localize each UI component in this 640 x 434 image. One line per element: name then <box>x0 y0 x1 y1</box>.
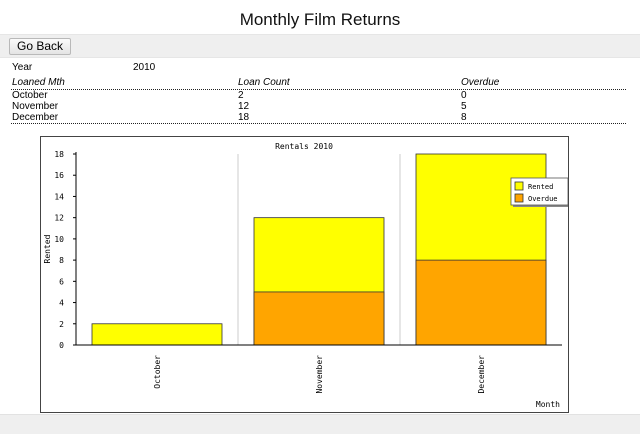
bar-rented-october <box>91 323 223 346</box>
header-divider <box>11 89 626 90</box>
cell-month: November <box>12 101 59 112</box>
page-title: Monthly Film Returns <box>239 10 401 29</box>
cell-overdue: 0 <box>461 90 467 101</box>
cell-count: 18 <box>238 112 250 123</box>
y-tick-label: 0 <box>59 341 64 350</box>
y-tick-label: 12 <box>54 214 64 223</box>
x-axis-label: Month <box>536 400 560 409</box>
y-tick-label: 16 <box>54 171 64 180</box>
cell-count: 12 <box>238 101 250 112</box>
cell-month: October <box>12 90 48 101</box>
legend-label-overdue: Overdue <box>528 195 558 203</box>
x-tick-label: December <box>477 355 486 394</box>
y-axis-label: Rented <box>43 234 52 263</box>
go-back-button[interactable]: Go Back <box>9 38 72 55</box>
cell-count: 2 <box>238 90 244 101</box>
x-tick-label: October <box>153 355 162 389</box>
cell-month: December <box>12 112 59 123</box>
year-value: 2010 <box>133 62 156 73</box>
chart-legend: Rented Overdue <box>510 177 570 207</box>
table-header: Loaned Mth Loan Count Overdue <box>0 77 640 89</box>
y-tick-label: 14 <box>54 192 64 201</box>
y-tick-label: 2 <box>59 320 64 329</box>
x-tick-label: November <box>315 355 324 394</box>
table-row: November 12 5 <box>0 101 640 112</box>
header-overdue: Overdue <box>461 77 500 88</box>
table-row: October 2 0 <box>0 90 640 101</box>
header-loan-count: Loan Count <box>238 77 290 88</box>
legend-swatch-overdue <box>514 193 524 203</box>
grid-lines <box>237 154 401 345</box>
table-row: December 18 8 <box>0 112 640 123</box>
footer-divider <box>11 123 626 124</box>
rentals-chart-svg: Rentals 2010 Rented Month October Novembe… <box>43 142 570 409</box>
y-tick-label: 4 <box>59 299 64 308</box>
rentals-chart: Rentals 2010 Rented Month October Novembe… <box>40 136 570 413</box>
toolbar: Go Back <box>0 34 640 58</box>
axes: October November December 0 2 4 6 8 10 12 14 16 18 <box>54 150 562 394</box>
header-loaned-month: Loaned Mth <box>12 77 65 88</box>
y-tick-label: 8 <box>59 256 64 265</box>
footer-bar <box>0 414 640 434</box>
cell-overdue: 8 <box>461 112 467 123</box>
cell-overdue: 5 <box>461 101 467 112</box>
legend-label-rented: Rented <box>528 183 553 191</box>
bar-overdue-december <box>415 259 547 346</box>
chart-title: Rentals 2010 <box>275 142 333 151</box>
bar-overdue-november <box>253 291 385 346</box>
bars <box>91 153 547 346</box>
year-row: Year 2010 <box>0 62 640 74</box>
y-tick-label: 6 <box>59 277 64 286</box>
year-label: Year <box>12 62 33 73</box>
y-tick-label: 18 <box>54 150 64 159</box>
y-tick-label: 10 <box>54 235 64 244</box>
legend-swatch-rented <box>514 181 524 191</box>
